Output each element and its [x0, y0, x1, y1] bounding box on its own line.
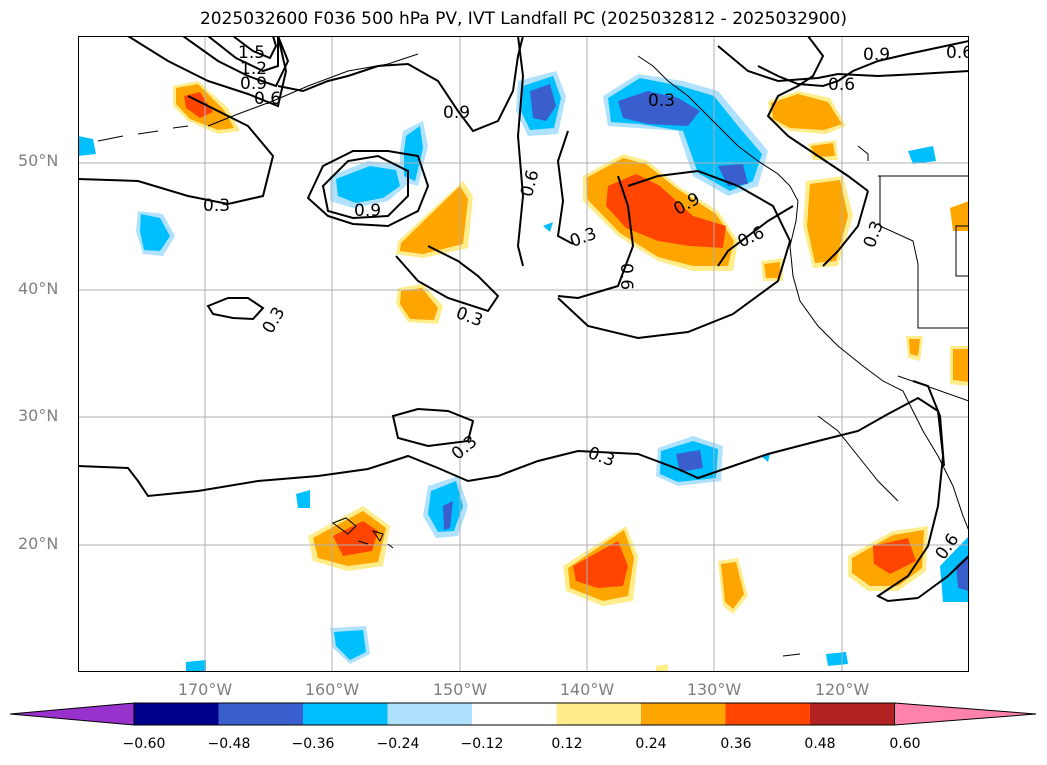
map-border	[78, 36, 969, 672]
colorbar-extend-min	[10, 702, 135, 726]
lat-label-20n: 20°N	[18, 534, 59, 553]
negative-anomaly-fills	[78, 71, 969, 672]
colorbar-cell	[134, 703, 219, 725]
colorbar-cells	[10, 702, 1037, 726]
lat-label-50n: 50°N	[18, 151, 59, 170]
contour-label: 1.5	[238, 43, 265, 63]
contour-label: 0.9	[443, 103, 470, 123]
lon-label-130w: 130°W	[686, 680, 742, 699]
map-panel: 1.5 1.2 0.9 0.6 0.9 0.6 0.3 0.9 0.6 0.3 …	[77, 35, 973, 672]
colorbar-cell	[472, 703, 557, 725]
contour-label: 0.9	[354, 201, 381, 221]
colorbar-tick: −0.24	[376, 736, 420, 752]
lon-label-170w: 170°W	[177, 680, 233, 699]
colorbar-cell	[810, 703, 895, 725]
colorbar-tick: 0.36	[720, 736, 752, 752]
colorbar-tick: −0.60	[122, 736, 166, 752]
colorbar-frame	[133, 702, 895, 726]
map-svg: 1.5 1.2 0.9 0.6 0.9 0.6 0.3 0.9 0.6 0.3 …	[77, 35, 973, 672]
colorbar-tick: 0.48	[804, 736, 836, 752]
lat-label-40n: 40°N	[18, 279, 59, 298]
colorbar-tick: 0.24	[635, 736, 667, 752]
colorbar-cell	[218, 703, 304, 725]
lon-label-150w: 150°W	[432, 680, 488, 699]
map-background	[78, 36, 969, 672]
colorbar-tick: −0.48	[207, 736, 251, 752]
colorbar-tick: −0.12	[460, 736, 504, 752]
lat-label-30n: 30°N	[18, 406, 59, 425]
contour-label: 0.9	[240, 74, 267, 94]
colorbar-tick: 0.60	[889, 736, 921, 752]
colorbar-tick: −0.36	[291, 736, 335, 752]
positive-anomaly-fills	[173, 81, 969, 672]
lon-label-140w: 140°W	[559, 680, 615, 699]
contour-label: 0.9	[863, 45, 890, 65]
colorbar-cell	[387, 703, 473, 725]
pv-contours	[77, 35, 970, 603]
colorbar-cell	[725, 703, 811, 725]
contour-label-top-right: 0.6	[946, 43, 969, 63]
colorbar	[10, 702, 1037, 726]
colorbar-tick: 0.12	[551, 736, 583, 752]
contour-label: 0.6	[828, 75, 855, 95]
lon-label-160w: 160°W	[304, 680, 360, 699]
contour-label: 0.3	[648, 91, 675, 111]
contour-label: 0.6	[616, 263, 636, 290]
colorbar-cell	[303, 703, 388, 725]
map-gridlines	[78, 36, 969, 672]
colorbar-cell	[641, 703, 726, 725]
lon-label-120w: 120°W	[814, 680, 870, 699]
contour-label: 0.3	[203, 196, 230, 216]
colorbar-extend-max	[894, 702, 1037, 726]
map-title: 2025032600 F036 500 hPa PV, IVT Landfall…	[199, 9, 847, 29]
coastlines	[97, 53, 970, 657]
contour-label: 0.6	[254, 89, 281, 109]
colorbar-cell	[556, 703, 642, 725]
contour-label: 1.2	[240, 59, 267, 79]
